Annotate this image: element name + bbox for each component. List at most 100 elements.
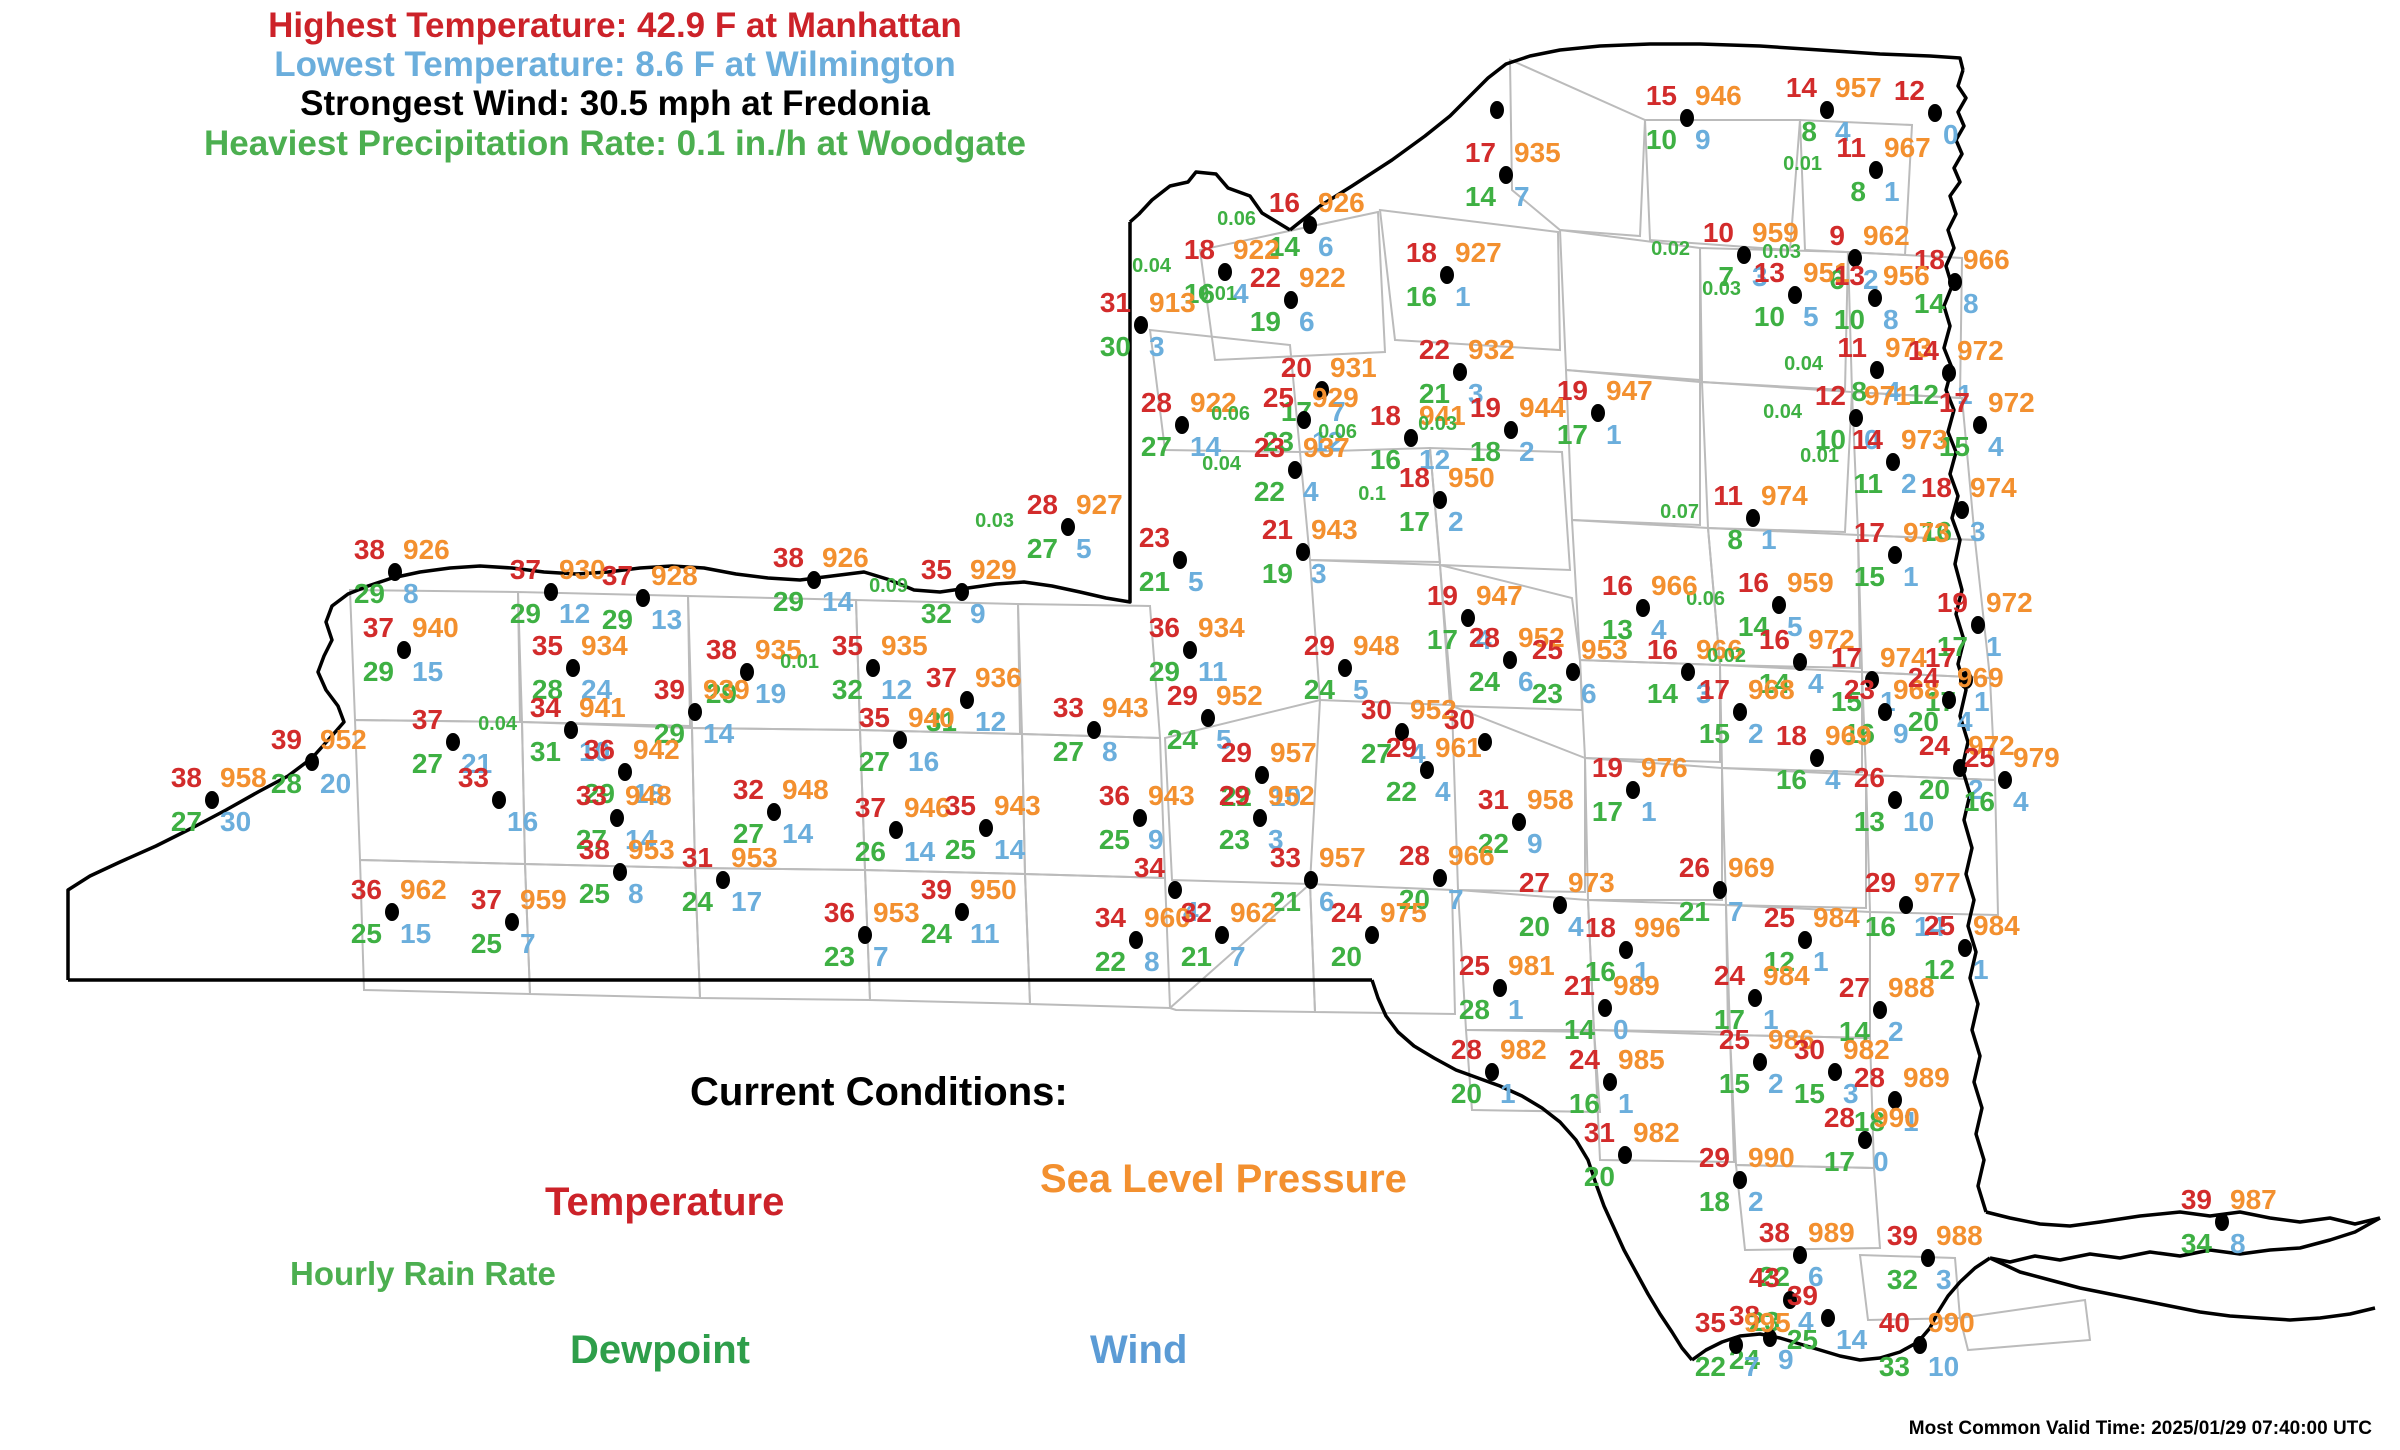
station-wind: 19 <box>755 678 787 709</box>
station-pressure: 958 <box>220 762 267 793</box>
station-temperature: 39 <box>653 674 685 705</box>
station-pressure: 956 <box>1883 260 1930 291</box>
station-temperature: 38 <box>1758 1217 1790 1248</box>
station-dot-icon <box>807 571 821 589</box>
station-dewpoint: 17 <box>1713 1004 1745 1035</box>
station-temperature: 18 <box>1405 237 1437 268</box>
station-dewpoint: 22 <box>1253 476 1285 507</box>
station-wind: 9 <box>1527 828 1543 859</box>
station-dewpoint: 10 <box>1833 304 1865 335</box>
station-temperature: 43 <box>1748 1262 1780 1293</box>
station-pressure: 960 <box>1144 902 1191 933</box>
station-temperature: 11 <box>1837 332 1867 363</box>
station-temperature: 19 <box>1426 580 1458 611</box>
station-dewpoint: 21 <box>1138 566 1170 597</box>
station-dot-icon <box>205 791 219 809</box>
station-pressure: 947 <box>1606 375 1653 406</box>
station-dot-icon <box>1440 266 1454 284</box>
station-wind: 6 <box>1581 678 1597 709</box>
station-temperature: 37 <box>509 554 541 585</box>
station-pressure: 940 <box>908 702 955 733</box>
station-dewpoint: 27 <box>411 748 443 779</box>
station-temperature: 30 <box>1443 704 1475 735</box>
station-temperature: 37 <box>925 662 957 693</box>
station-dot-icon <box>1566 663 1580 681</box>
station-pressure: 940 <box>412 612 459 643</box>
station-pressure: 988 <box>1936 1220 1983 1251</box>
station-wind: 12 <box>1312 426 1344 457</box>
station-pressure: 957 <box>1270 737 1317 768</box>
station-wind: 16 <box>908 746 940 777</box>
station-temperature: 38 <box>353 534 385 565</box>
station-dot-icon <box>1303 216 1317 234</box>
station-dot-icon <box>505 913 519 931</box>
heaviest-precip-line: Heaviest Precipitation Rate: 0.1 in./h a… <box>203 123 1027 163</box>
station-dot-icon <box>1733 1171 1747 1189</box>
station-wind: 8 <box>1963 288 1979 319</box>
station-wind: 2 <box>1768 1068 1784 1099</box>
station-dewpoint: 7 <box>1718 261 1734 292</box>
station-dot-icon <box>1810 749 1824 767</box>
station-pressure: 985 <box>1618 1044 1665 1075</box>
station-dewpoint: 27 <box>1360 738 1392 769</box>
station-wind: 14 <box>1836 1324 1868 1355</box>
station-dot-icon <box>1255 766 1269 784</box>
station-pressure: 972 <box>1988 387 2035 418</box>
station-pressure: 950 <box>1448 462 1495 493</box>
station-dewpoint: 8 <box>1801 116 1817 147</box>
station-temperature: 16 <box>1646 634 1678 665</box>
station-dewpoint: 15 <box>1853 561 1885 592</box>
station-dot-icon <box>1493 979 1507 997</box>
station-temperature: 24 <box>1918 730 1950 761</box>
station-wind: 3 <box>1468 378 1484 409</box>
station-temperature: 39 <box>1786 1280 1818 1311</box>
station-pressure: 935 <box>755 634 802 665</box>
station-wind: 9 <box>1893 718 1909 749</box>
station-dot-icon <box>1772 596 1786 614</box>
station-temperature: 21 <box>1261 514 1293 545</box>
station-dot-icon <box>1461 609 1475 627</box>
station-dewpoint: 16 <box>1568 1088 1600 1119</box>
station-dot-icon <box>1763 1329 1777 1347</box>
station-dot-icon <box>564 721 578 739</box>
station-pressure: 966 <box>1448 840 1495 871</box>
station-rain-rate: 0.03 <box>1702 278 1741 300</box>
station-temperature: 28 <box>1823 1102 1855 1133</box>
station-pressure: 973 <box>1568 867 1615 898</box>
station-pressure: 995 <box>1744 1307 1791 1338</box>
station-dewpoint: 24 <box>1166 724 1198 755</box>
station-temperature: 26 <box>1678 852 1710 883</box>
station-dewpoint: 21 <box>1180 941 1212 972</box>
station-dot-icon <box>1868 289 1882 307</box>
station-dewpoint: 25 <box>1098 824 1130 855</box>
station-dot-icon <box>388 563 402 581</box>
station-pressure: 952 <box>1216 680 1263 711</box>
station-wind: 14 <box>1190 431 1222 462</box>
station-pressure: 937 <box>1303 432 1350 463</box>
station-dot-icon <box>1886 453 1900 471</box>
station-temperature: 25 <box>1262 382 1294 413</box>
station-wind: 1 <box>1973 954 1989 985</box>
station-rain-rate: 0.04 <box>478 713 517 735</box>
station-dot-icon <box>1821 1309 1835 1327</box>
county-boundaries <box>348 58 2092 1352</box>
station-pressure: 946 <box>904 792 951 823</box>
station-dot-icon <box>1681 663 1695 681</box>
station-dot-icon <box>1338 659 1352 677</box>
station-dot-icon <box>1680 109 1694 127</box>
station-dot-icon <box>1315 381 1329 399</box>
station-dot-icon <box>1928 104 1942 122</box>
station-wind: 1 <box>1957 379 1973 410</box>
station-wind: 4 <box>1568 911 1584 942</box>
legend-dewpoint: Dewpoint <box>570 1328 750 1372</box>
station-temperature: 37 <box>411 704 443 735</box>
station-dot-icon <box>716 871 730 889</box>
station-dot-icon <box>397 641 411 659</box>
station-dot-icon <box>1433 869 1447 887</box>
station-dot-icon <box>1865 671 1879 689</box>
station-temperature: 35 <box>920 554 952 585</box>
station-dewpoint: 18 <box>1853 1106 1885 1137</box>
station-temperature: 35 <box>531 630 563 661</box>
station-rain-rate: 0.04 <box>1132 255 1171 277</box>
station-dot-icon <box>1201 709 1215 727</box>
